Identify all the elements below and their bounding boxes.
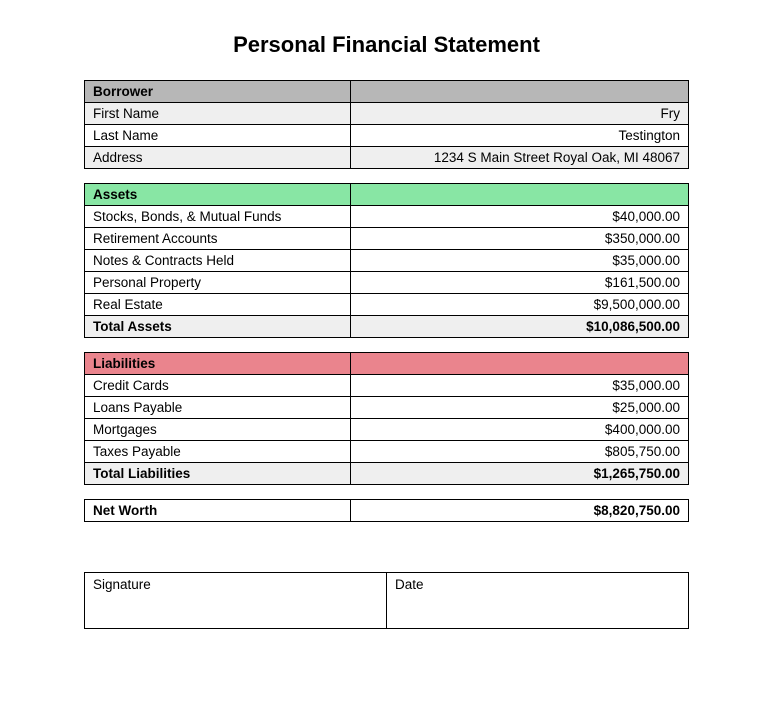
liability-row: Mortgages $400,000.00 bbox=[85, 419, 689, 441]
liability-label: Taxes Payable bbox=[85, 441, 351, 463]
liability-value: $35,000.00 bbox=[350, 375, 688, 397]
borrower-header: Borrower bbox=[85, 81, 351, 103]
asset-label: Notes & Contracts Held bbox=[85, 250, 351, 272]
asset-row: Stocks, Bonds, & Mutual Funds $40,000.00 bbox=[85, 206, 689, 228]
total-liabilities-label: Total Liabilities bbox=[85, 463, 351, 485]
liability-label: Loans Payable bbox=[85, 397, 351, 419]
asset-row: Notes & Contracts Held $35,000.00 bbox=[85, 250, 689, 272]
liability-row: Credit Cards $35,000.00 bbox=[85, 375, 689, 397]
asset-label: Personal Property bbox=[85, 272, 351, 294]
signature-label: Signature bbox=[85, 573, 387, 629]
first-name-value: Fry bbox=[350, 103, 688, 125]
networth-label: Net Worth bbox=[85, 500, 351, 522]
asset-row: Retirement Accounts $350,000.00 bbox=[85, 228, 689, 250]
liabilities-table: Liabilities Credit Cards $35,000.00 Loan… bbox=[84, 352, 689, 485]
asset-value: $35,000.00 bbox=[350, 250, 688, 272]
liability-label: Mortgages bbox=[85, 419, 351, 441]
networth-table: Net Worth $8,820,750.00 bbox=[84, 499, 689, 522]
assets-header-row: Assets bbox=[85, 184, 689, 206]
page-title: Personal Financial Statement bbox=[84, 32, 689, 58]
asset-value: $161,500.00 bbox=[350, 272, 688, 294]
liabilities-header: Liabilities bbox=[85, 353, 351, 375]
networth-value: $8,820,750.00 bbox=[350, 500, 688, 522]
first-name-row: First Name Fry bbox=[85, 103, 689, 125]
liability-value: $25,000.00 bbox=[350, 397, 688, 419]
assets-header: Assets bbox=[85, 184, 351, 206]
signature-row: Signature Date bbox=[85, 573, 689, 629]
liability-row: Taxes Payable $805,750.00 bbox=[85, 441, 689, 463]
financial-statement-page: Personal Financial Statement Borrower Fi… bbox=[0, 0, 773, 669]
total-assets-label: Total Assets bbox=[85, 316, 351, 338]
liability-value: $805,750.00 bbox=[350, 441, 688, 463]
asset-row: Real Estate $9,500,000.00 bbox=[85, 294, 689, 316]
liabilities-header-row: Liabilities bbox=[85, 353, 689, 375]
borrower-header-row: Borrower bbox=[85, 81, 689, 103]
last-name-label: Last Name bbox=[85, 125, 351, 147]
address-value: 1234 S Main Street Royal Oak, MI 48067 bbox=[350, 147, 688, 169]
asset-label: Retirement Accounts bbox=[85, 228, 351, 250]
total-liabilities-value: $1,265,750.00 bbox=[350, 463, 688, 485]
address-label: Address bbox=[85, 147, 351, 169]
asset-value: $350,000.00 bbox=[350, 228, 688, 250]
total-assets-row: Total Assets $10,086,500.00 bbox=[85, 316, 689, 338]
liability-row: Loans Payable $25,000.00 bbox=[85, 397, 689, 419]
asset-value: $9,500,000.00 bbox=[350, 294, 688, 316]
date-label: Date bbox=[387, 573, 689, 629]
last-name-value: Testington bbox=[350, 125, 688, 147]
signature-block: Signature Date bbox=[84, 572, 689, 629]
asset-value: $40,000.00 bbox=[350, 206, 688, 228]
assets-table: Assets Stocks, Bonds, & Mutual Funds $40… bbox=[84, 183, 689, 338]
asset-label: Stocks, Bonds, & Mutual Funds bbox=[85, 206, 351, 228]
total-liabilities-row: Total Liabilities $1,265,750.00 bbox=[85, 463, 689, 485]
last-name-row: Last Name Testington bbox=[85, 125, 689, 147]
assets-header-blank bbox=[350, 184, 688, 206]
liability-label: Credit Cards bbox=[85, 375, 351, 397]
borrower-header-blank bbox=[350, 81, 688, 103]
asset-label: Real Estate bbox=[85, 294, 351, 316]
total-assets-value: $10,086,500.00 bbox=[350, 316, 688, 338]
asset-row: Personal Property $161,500.00 bbox=[85, 272, 689, 294]
liabilities-header-blank bbox=[350, 353, 688, 375]
networth-row: Net Worth $8,820,750.00 bbox=[85, 500, 689, 522]
address-row: Address 1234 S Main Street Royal Oak, MI… bbox=[85, 147, 689, 169]
liability-value: $400,000.00 bbox=[350, 419, 688, 441]
borrower-table: Borrower First Name Fry Last Name Testin… bbox=[84, 80, 689, 169]
first-name-label: First Name bbox=[85, 103, 351, 125]
